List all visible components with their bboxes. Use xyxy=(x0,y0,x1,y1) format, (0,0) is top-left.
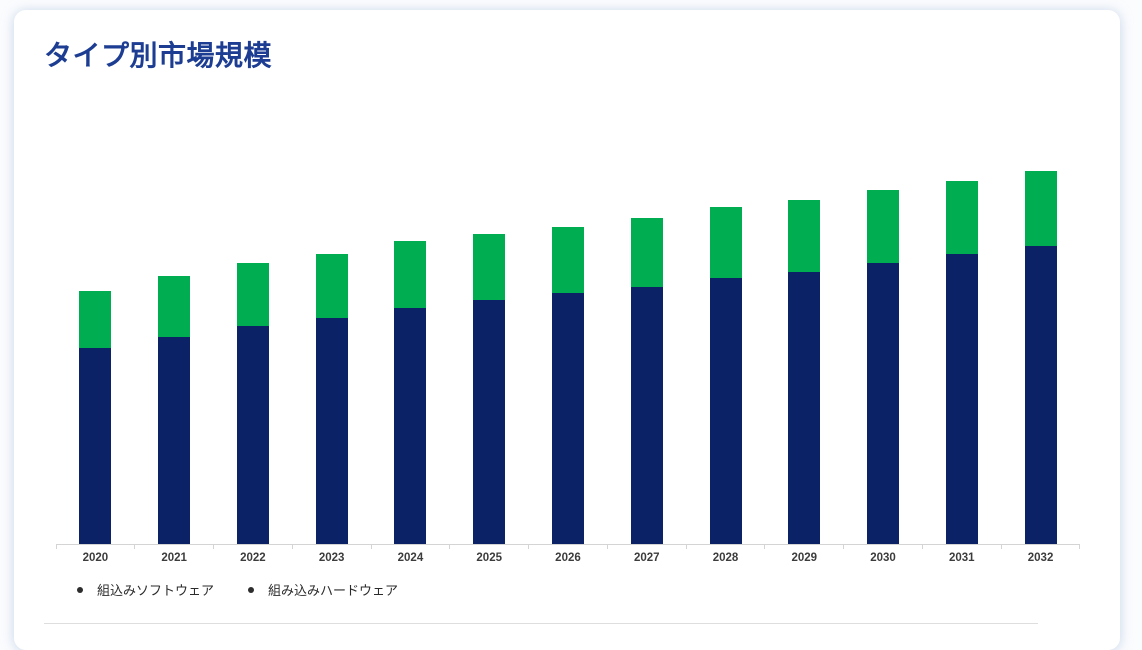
legend-label: 組込みソフトウェア xyxy=(97,583,215,599)
legend-label: 組み込みハードウェア xyxy=(268,583,399,599)
x-tick-label-2025: 2025 xyxy=(476,552,502,565)
bar-slot-2024 xyxy=(371,90,451,550)
x-tick-label-2023: 2023 xyxy=(318,552,345,565)
bar-segment-hardware-2020[interactable] xyxy=(79,291,112,349)
bar-stack-2023[interactable] xyxy=(315,254,348,545)
bar-slot-2020 xyxy=(55,90,136,550)
plot-area xyxy=(55,90,1081,550)
legend-bullet-icon xyxy=(248,586,255,593)
chart-legend: 組込みソフトウェア 組み込みハードウェア xyxy=(77,580,1080,599)
bar-stack-2021[interactable] xyxy=(158,276,191,545)
chart-title: タイプ別市場規模 xyxy=(44,40,273,71)
bar-slot-2022 xyxy=(214,90,293,550)
bar-stack-2032[interactable] xyxy=(1024,171,1057,545)
bar-stack-2026[interactable] xyxy=(551,227,584,545)
bar-segment-software-2024[interactable] xyxy=(394,308,427,545)
bar-slot-2030 xyxy=(844,90,923,550)
bar-slot-2025 xyxy=(450,90,529,550)
bar-segment-software-2028[interactable] xyxy=(709,278,742,545)
bar-segment-hardware-2032[interactable] xyxy=(1024,171,1057,247)
bar-slot-2031 xyxy=(922,90,1002,550)
bar-stack-2020[interactable] xyxy=(79,291,112,545)
x-tick-label-2022: 2022 xyxy=(240,552,266,565)
page: { "card": { "title": "タイプ別市場規模" }, "char… xyxy=(44,40,1081,625)
bar-stack-2024[interactable] xyxy=(394,241,427,545)
x-tick-label-2028: 2028 xyxy=(712,552,739,565)
bar-slot-2032 xyxy=(1001,90,1081,550)
x-axis-labels: 2020 2021 2022 2023 2024 2025 2026 2027 2028 2029… xyxy=(56,552,1080,564)
bar-segment-hardware-2027[interactable] xyxy=(630,218,663,288)
bar-segment-software-2032[interactable] xyxy=(1024,246,1057,545)
bar-stack-2022[interactable] xyxy=(236,263,269,545)
bar-segment-hardware-2026[interactable] xyxy=(551,227,584,294)
bar-segment-hardware-2022[interactable] xyxy=(236,263,269,327)
bar-segment-software-2021[interactable] xyxy=(158,337,191,545)
bar-slot-2026 xyxy=(529,90,608,550)
bar-segment-software-2020[interactable] xyxy=(79,348,112,545)
legend-bullet-icon xyxy=(77,586,83,593)
legend-item-software[interactable]: 組込みソフトウェア xyxy=(77,580,214,599)
bar-segment-software-2031[interactable] xyxy=(945,254,978,545)
bar-segment-hardware-2031[interactable] xyxy=(945,181,978,255)
bar-stack-2027[interactable] xyxy=(630,218,663,545)
bar-slot-2029 xyxy=(765,90,844,550)
bar-segment-software-2026[interactable] xyxy=(551,293,584,545)
bar-slot-2027 xyxy=(607,90,687,550)
x-tick-label-2020: 2020 xyxy=(82,552,109,565)
bottom-divider xyxy=(44,623,1038,625)
bar-slot-2028 xyxy=(686,90,766,550)
x-tick-label-2032: 2032 xyxy=(1027,552,1054,565)
bar-segment-hardware-2023[interactable] xyxy=(315,254,348,319)
bar-segment-hardware-2025[interactable] xyxy=(473,234,506,301)
bar-stack-2030[interactable] xyxy=(867,190,900,545)
bar-segment-hardware-2029[interactable] xyxy=(788,200,821,273)
bar-slot-2023 xyxy=(292,90,372,550)
bar-segment-hardware-2024[interactable] xyxy=(394,241,427,309)
x-tick-label-2021: 2021 xyxy=(161,552,187,565)
x-tick-label-2029: 2029 xyxy=(791,552,818,565)
x-tick-label-2024: 2024 xyxy=(397,552,424,565)
bar-segment-software-2027[interactable] xyxy=(630,287,663,545)
chart-card: タイプ別市場規模 2020 2021 2022 2023 2024 2025 2026 202… xyxy=(14,10,1120,650)
bar-segment-software-2030[interactable] xyxy=(867,263,900,545)
bar-segment-hardware-2028[interactable] xyxy=(709,207,742,279)
bar-segment-software-2022[interactable] xyxy=(236,326,269,545)
x-tick-label-2031: 2031 xyxy=(949,552,975,565)
bar-segment-software-2029[interactable] xyxy=(788,272,821,545)
x-tick-label-2026: 2026 xyxy=(555,552,581,565)
bar-stack-2028[interactable] xyxy=(709,207,742,545)
bar-stack-2031[interactable] xyxy=(945,181,978,545)
stacked-bar-chart: 2020 2021 2022 2023 2024 2025 2026 2027 2028 2029… xyxy=(55,90,1081,599)
bar-segment-hardware-2030[interactable] xyxy=(867,190,900,264)
bar-segment-software-2023[interactable] xyxy=(315,318,348,545)
x-tick-label-2030: 2030 xyxy=(870,552,896,565)
bar-segment-software-2025[interactable] xyxy=(473,300,506,545)
legend-item-hardware[interactable]: 組み込みハードウェア xyxy=(248,580,398,599)
bar-slot-2021 xyxy=(135,90,214,550)
bar-segment-hardware-2021[interactable] xyxy=(158,276,191,338)
bar-stack-2029[interactable] xyxy=(788,200,821,545)
bar-stack-2025[interactable] xyxy=(473,234,506,545)
x-tick-label-2027: 2027 xyxy=(633,552,660,565)
